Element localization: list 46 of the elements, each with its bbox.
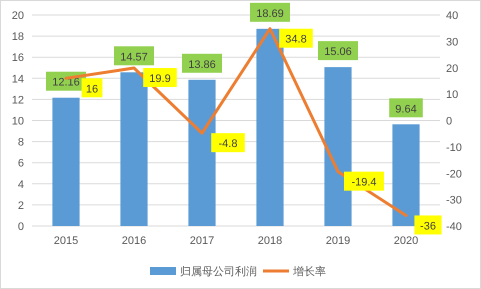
y-tick-label: 16 bbox=[12, 52, 24, 64]
data-label: 9.64 bbox=[395, 103, 417, 116]
data-label: 34.8 bbox=[285, 34, 307, 46]
data-label: 15.06 bbox=[324, 46, 352, 58]
data-label: -19.4 bbox=[351, 176, 377, 189]
x-tick-label: 2018 bbox=[258, 235, 282, 247]
data-label: 13.86 bbox=[188, 58, 216, 71]
x-tick-label: 2017 bbox=[190, 235, 214, 247]
y2-tick-label: 10 bbox=[446, 89, 458, 102]
data-label: 18.69 bbox=[256, 8, 284, 20]
y-tick-label: 4 bbox=[18, 178, 24, 191]
data-label: 16 bbox=[86, 83, 98, 96]
bar bbox=[188, 80, 216, 226]
legend-label: 增长率 bbox=[292, 265, 326, 278]
data-label: 14.57 bbox=[120, 51, 148, 64]
y-tick-label: 8 bbox=[18, 136, 24, 149]
y-tick-label: 12 bbox=[12, 94, 24, 106]
bar bbox=[52, 98, 80, 226]
data-label: -36 bbox=[420, 220, 436, 232]
bar bbox=[256, 28, 284, 226]
y-tick-label: 14 bbox=[12, 73, 24, 86]
y2-tick-label: -30 bbox=[446, 194, 462, 207]
data-label: 12.16 bbox=[52, 76, 80, 89]
x-tick-label: 2016 bbox=[122, 235, 146, 247]
x-tick-label: 2019 bbox=[326, 235, 350, 247]
y-tick-label: 6 bbox=[18, 158, 24, 170]
y2-tick-label: 20 bbox=[446, 62, 458, 75]
y-tick-label: 10 bbox=[12, 116, 24, 128]
y-tick-label: 20 bbox=[12, 10, 24, 22]
bar bbox=[324, 67, 352, 226]
y2-tick-label: 30 bbox=[446, 36, 458, 48]
data-label: -4.8 bbox=[218, 138, 238, 150]
bar bbox=[392, 124, 420, 226]
y-tick-label: 2 bbox=[18, 200, 24, 212]
y2-tick-label: -10 bbox=[446, 142, 462, 154]
legend-label: 归属母公司利润 bbox=[180, 265, 257, 278]
data-label: 19.9 bbox=[149, 73, 171, 86]
y-tick-label: 0 bbox=[18, 221, 24, 233]
y-tick-label: 18 bbox=[12, 31, 24, 44]
y2-tick-label: 0 bbox=[446, 116, 452, 128]
y2-tick-label: 40 bbox=[446, 10, 458, 22]
bar bbox=[120, 72, 148, 226]
y2-tick-label: -40 bbox=[446, 221, 462, 233]
x-tick-label: 2020 bbox=[394, 235, 418, 247]
x-tick-label: 2015 bbox=[54, 235, 78, 247]
y2-tick-label: -20 bbox=[446, 168, 462, 180]
